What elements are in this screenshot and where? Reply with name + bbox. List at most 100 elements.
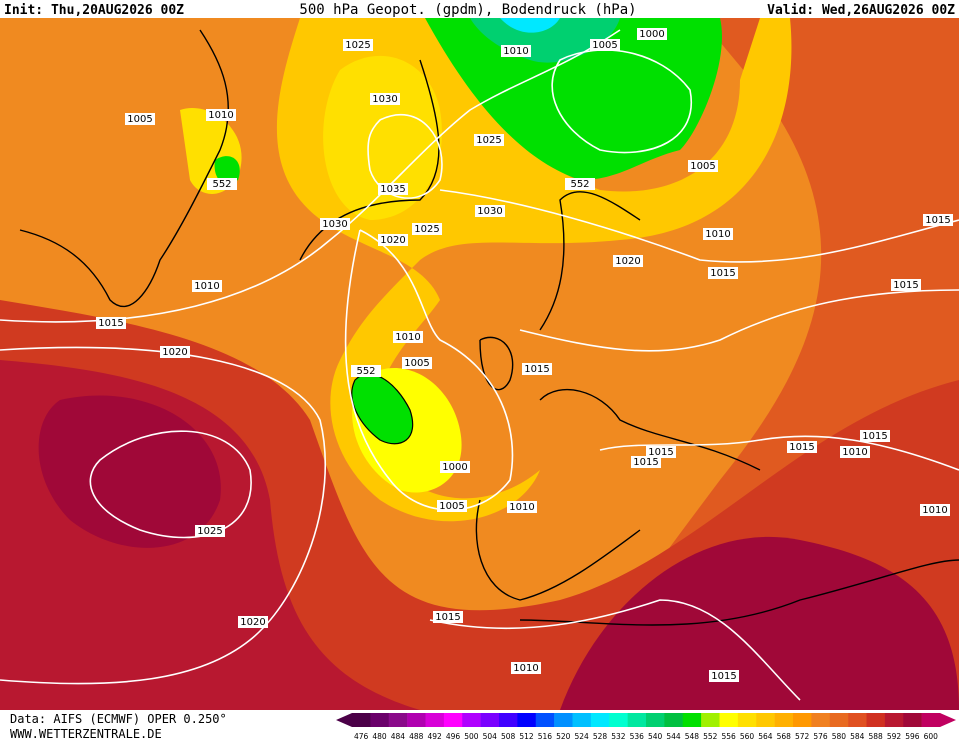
isobar <box>344 229 514 511</box>
data-source: Data: AIFS (ECMWF) OPER 0.250° <box>10 712 227 726</box>
contour-label: 1020 <box>615 256 640 267</box>
trough-core <box>500 18 560 33</box>
colorbar-label: 544 <box>666 732 681 741</box>
contour-label: 1010 <box>194 281 219 292</box>
colorbar-label: 520 <box>556 732 571 741</box>
map-title: 500 hPa Geopot. (gpdm), Bodendruck (hPa) <box>299 2 636 18</box>
contour-label: 1015 <box>893 280 918 291</box>
colorbar-swatch <box>609 713 628 727</box>
colorbar-swatch <box>535 713 555 727</box>
colorbar-label: 564 <box>758 732 773 741</box>
label-box <box>238 616 268 628</box>
contour-label: 1015 <box>789 442 814 453</box>
colorbar-swatch <box>499 713 518 727</box>
contour-label: 1015 <box>710 268 735 279</box>
colorbar-swatch <box>646 713 665 727</box>
contour-label: 1010 <box>513 663 538 674</box>
colorbar-swatch <box>352 713 371 727</box>
contour-label: 1005 <box>592 40 617 51</box>
contour-label: 1015 <box>98 318 123 329</box>
isobar <box>599 435 959 471</box>
colorbar-swatch <box>572 713 592 727</box>
colorbar-label: 572 <box>795 732 810 741</box>
colorbar-swatch <box>425 713 445 727</box>
cutoff-low <box>214 156 240 184</box>
label-box <box>440 461 470 473</box>
colorbar-swatch <box>866 713 886 727</box>
colorbar-label: 600 <box>924 732 939 741</box>
label-box <box>891 279 921 291</box>
contour-label: 1010 <box>509 502 534 513</box>
label-box <box>522 363 552 375</box>
colorbar-swatch <box>756 713 775 727</box>
cool-region <box>323 55 442 220</box>
colorbar-label: 516 <box>538 732 553 741</box>
label-box <box>787 441 817 453</box>
colorbar-swatch <box>407 713 426 727</box>
label-box <box>393 331 423 343</box>
colorbar-label: 532 <box>611 732 626 741</box>
colorbar-label: 560 <box>740 732 755 741</box>
colorbar-label: 556 <box>722 732 737 741</box>
colorbar-label: 568 <box>777 732 792 741</box>
label-box <box>860 430 890 442</box>
contour-label: 1005 <box>404 358 429 369</box>
colorbar-swatch <box>554 713 573 727</box>
colorbar-label: 484 <box>391 732 406 741</box>
isobar <box>429 599 801 701</box>
contour-label: 1000 <box>442 462 467 473</box>
colorbar-swatch <box>848 713 867 727</box>
header-bar <box>0 0 959 18</box>
colorbar-swatch <box>921 713 941 727</box>
label-box <box>507 501 537 513</box>
contour-label: 1015 <box>711 671 736 682</box>
colorbar-label: 588 <box>869 732 884 741</box>
colorbar-label: 576 <box>813 732 828 741</box>
colorbar-swatch <box>811 713 831 727</box>
colorbar-label: 540 <box>648 732 663 741</box>
contour-label: 1010 <box>503 46 528 57</box>
map <box>0 18 959 710</box>
colorbar-swatch <box>682 713 702 727</box>
colorbar-label: 512 <box>519 732 534 741</box>
colorbar-swatch <box>462 713 481 727</box>
label-box <box>590 39 620 51</box>
isobar <box>0 346 327 685</box>
colorbar-arrow-right <box>940 713 956 727</box>
website: WWW.WETTERZENTRALE.DE <box>10 727 162 741</box>
contour-label: 1015 <box>925 215 950 226</box>
colorbar-label: 524 <box>575 732 590 741</box>
colorbar-arrow-left <box>336 713 352 727</box>
label-box <box>709 670 739 682</box>
colorbar-label: 596 <box>905 732 920 741</box>
valid-time: Valid: Wed,26AUG2026 00Z <box>767 3 955 18</box>
colorbar-label: 488 <box>409 732 424 741</box>
contour-label: 1025 <box>414 224 439 235</box>
colorbar-label: 584 <box>850 732 865 741</box>
colorbar-swatch <box>701 713 720 727</box>
label-box <box>370 93 400 105</box>
contour-label: 1010 <box>922 505 947 516</box>
contour-labels: 1025 1010 1005 1000 1005 1010 1030 1025 552 1035 1… <box>96 28 953 682</box>
label-box <box>125 113 155 125</box>
colorbar-label: 504 <box>483 732 498 741</box>
label-box <box>351 365 381 377</box>
isobar <box>367 113 443 199</box>
colorbar-swatch <box>443 713 463 727</box>
label-box <box>565 178 595 190</box>
colorbar-swatch <box>590 713 610 727</box>
colorbar-label: 552 <box>703 732 718 741</box>
colorbar-swatch <box>388 713 408 727</box>
colorbar-swatch <box>774 713 794 727</box>
label-box <box>343 39 373 51</box>
colorbar-swatch <box>664 713 684 727</box>
colorbar-label: 548 <box>685 732 700 741</box>
contour-label: 1005 <box>127 114 152 125</box>
contour-label: 1000 <box>639 29 664 40</box>
label-box <box>96 317 126 329</box>
colorbar-swatch <box>884 713 904 727</box>
contour-label: 1020 <box>162 347 187 358</box>
label-box <box>433 611 463 623</box>
hot-core <box>38 395 221 548</box>
label-box <box>378 234 408 246</box>
